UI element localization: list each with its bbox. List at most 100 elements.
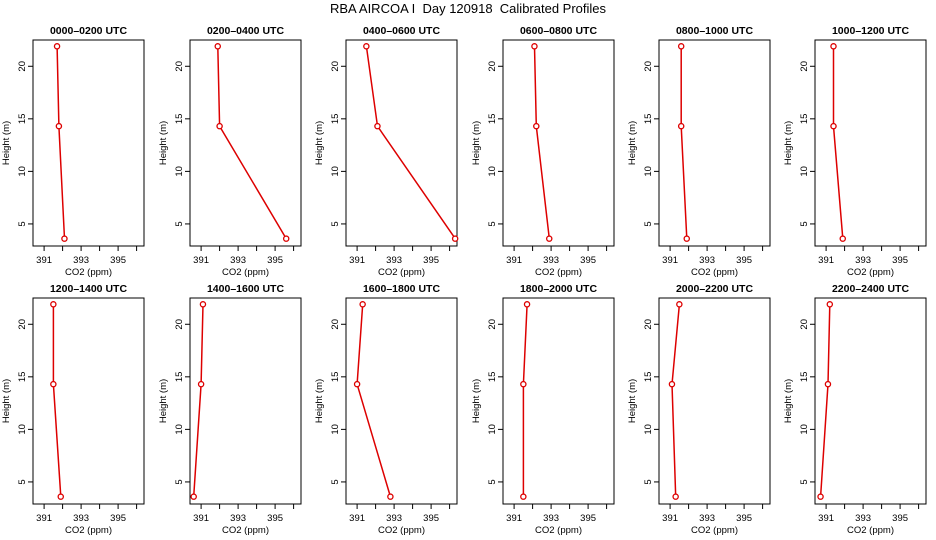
x-tick-label: 391: [349, 513, 365, 524]
x-axis-label: CO2 (ppm): [691, 267, 738, 278]
x-tick-label: 393: [855, 255, 871, 266]
x-tick-label: 393: [73, 255, 89, 266]
y-tick-label: 5: [643, 479, 654, 484]
data-point: [683, 235, 691, 242]
panel-title: 1400–1600 UTC: [207, 283, 284, 295]
data-point: [676, 301, 683, 308]
data-point: [53, 43, 61, 50]
x-tick-label: 393: [230, 255, 246, 266]
y-tick-label: 15: [174, 114, 185, 125]
y-tick-label: 10: [799, 166, 810, 177]
x-axis-label: CO2 (ppm): [378, 525, 425, 536]
x-tick-label: 393: [699, 255, 715, 266]
x-tick-label: 393: [543, 513, 559, 524]
profile-line: [832, 46, 844, 239]
data-point: [214, 43, 221, 50]
plot-frame: [345, 297, 458, 505]
data-point: [57, 493, 65, 500]
data-point: [531, 43, 538, 50]
panel-title: 0200–0400 UTC: [207, 25, 284, 37]
x-axis-label: CO2 (ppm): [847, 525, 894, 536]
data-point: [451, 235, 459, 242]
plot-frame: [814, 297, 927, 505]
y-tick-label: 20: [174, 319, 185, 330]
y-tick-label: 5: [799, 479, 810, 484]
figure-title: RBA AIRCOA I Day 120918 Calibrated Profi…: [329, 1, 607, 16]
y-axis-label: Height (m): [627, 379, 638, 423]
y-tick-label: 5: [487, 221, 498, 226]
y-axis-label: Height (m): [314, 379, 325, 423]
x-axis-label: CO2 (ppm): [691, 525, 738, 536]
x-tick-label: 391: [36, 513, 52, 524]
y-tick-label: 10: [643, 166, 654, 177]
plot-frame: [189, 297, 302, 505]
y-tick-label: 15: [643, 114, 654, 125]
x-tick-label: 391: [506, 255, 522, 266]
y-tick-label: 15: [17, 114, 28, 125]
profile-line: [52, 304, 62, 497]
profile-line: [192, 304, 204, 497]
panel-title: 2000–2200 UTC: [676, 283, 753, 295]
data-point: [363, 43, 370, 50]
profile-line: [533, 46, 551, 239]
profile-line: [365, 46, 456, 240]
plot-frame: [502, 297, 615, 505]
plot-frame: [32, 297, 145, 505]
x-tick-label: 391: [36, 255, 52, 266]
data-point: [533, 122, 540, 130]
data-point: [61, 235, 68, 242]
x-tick-label: 391: [818, 255, 834, 266]
y-tick-label: 20: [799, 319, 810, 330]
x-tick-label: 393: [386, 255, 402, 266]
y-axis-label: Height (m): [158, 379, 169, 423]
y-tick-label: 20: [487, 319, 498, 330]
panel-title: 1200–1400 UTC: [50, 283, 127, 295]
y-tick-label: 15: [17, 372, 28, 383]
x-tick-label: 391: [506, 513, 522, 524]
y-tick-label: 5: [17, 479, 28, 484]
profile-line: [217, 46, 287, 239]
y-tick-label: 10: [330, 166, 341, 177]
profile-line: [56, 46, 66, 239]
panel-title: 1600–1800 UTC: [363, 283, 440, 295]
data-point: [668, 380, 676, 388]
y-tick-label: 15: [487, 114, 498, 125]
data-point: [677, 43, 685, 50]
x-tick-label: 395: [580, 513, 596, 524]
y-axis-label: Height (m): [1, 379, 12, 423]
y-tick-label: 15: [799, 372, 810, 383]
y-tick-label: 5: [643, 221, 654, 226]
y-tick-label: 10: [330, 424, 341, 435]
y-tick-label: 20: [174, 61, 185, 72]
y-axis-label: Height (m): [783, 379, 794, 423]
x-tick-label: 395: [580, 255, 596, 266]
y-tick-label: 5: [799, 221, 810, 226]
y-tick-label: 10: [174, 424, 185, 435]
x-tick-label: 395: [110, 255, 126, 266]
y-tick-label: 10: [174, 166, 185, 177]
x-axis-label: CO2 (ppm): [222, 267, 269, 278]
profile-line: [671, 304, 681, 497]
y-tick-label: 20: [330, 319, 341, 330]
x-axis-label: CO2 (ppm): [535, 267, 582, 278]
x-tick-label: 393: [855, 513, 871, 524]
y-tick-label: 20: [487, 61, 498, 72]
y-axis-label: Height (m): [471, 379, 482, 423]
y-tick-label: 5: [487, 479, 498, 484]
y-tick-label: 5: [330, 479, 341, 484]
y-tick-label: 15: [330, 114, 341, 125]
x-tick-label: 395: [736, 513, 752, 524]
profile-line: [819, 304, 831, 497]
plot-frame: [658, 297, 771, 505]
y-axis-label: Height (m): [1, 121, 12, 165]
profile-line: [356, 304, 392, 497]
x-tick-label: 391: [193, 513, 209, 524]
y-tick-label: 20: [17, 61, 28, 72]
